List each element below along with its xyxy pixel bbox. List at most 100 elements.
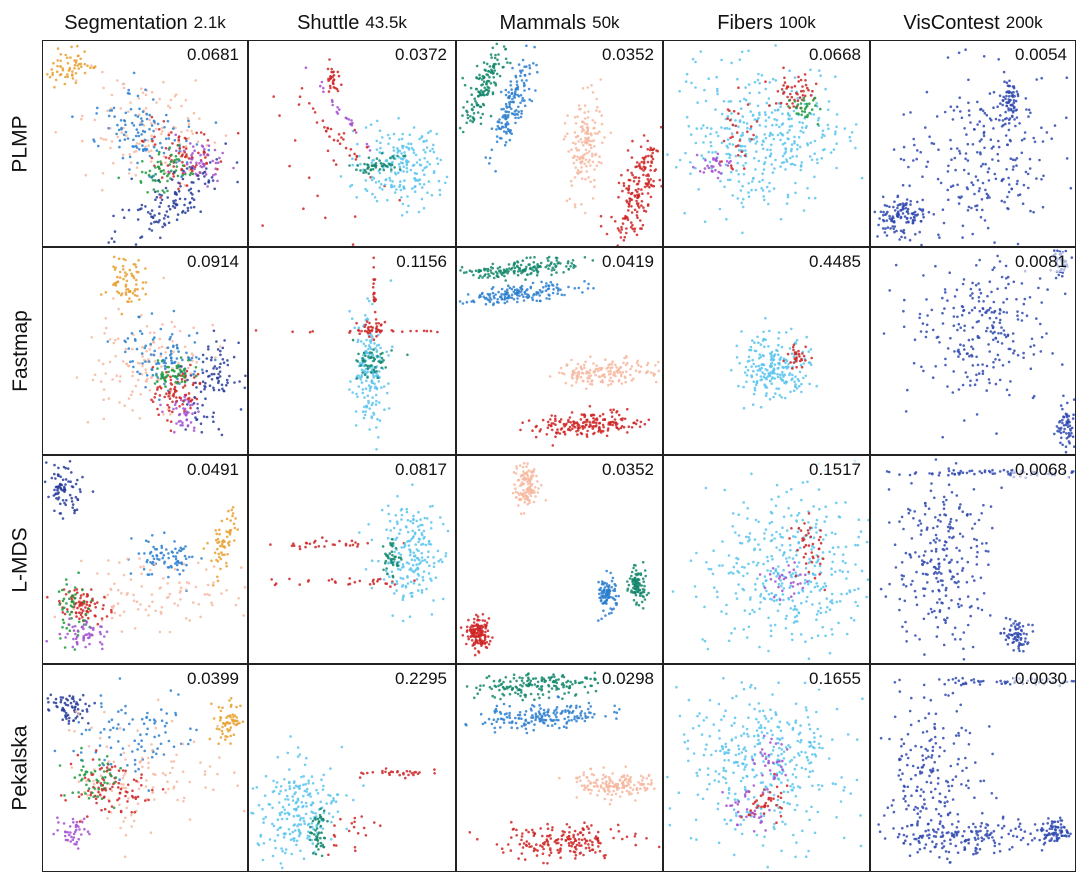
data-point bbox=[211, 603, 214, 607]
data-point bbox=[909, 216, 913, 220]
data-point bbox=[161, 410, 164, 414]
data-point bbox=[1022, 183, 1026, 187]
data-point bbox=[642, 160, 646, 164]
data-point bbox=[353, 215, 357, 218]
data-point bbox=[221, 545, 224, 548]
data-point bbox=[57, 491, 60, 494]
data-point bbox=[924, 126, 927, 129]
data-point bbox=[767, 116, 771, 119]
data-point bbox=[1061, 274, 1064, 278]
data-point bbox=[184, 147, 188, 150]
data-point bbox=[912, 137, 915, 141]
data-point bbox=[585, 170, 589, 173]
data-point bbox=[64, 53, 67, 57]
data-point bbox=[186, 206, 190, 210]
data-point bbox=[169, 98, 173, 102]
data-point bbox=[588, 420, 591, 424]
data-point bbox=[66, 61, 70, 65]
data-point bbox=[166, 189, 169, 193]
data-point bbox=[1022, 302, 1026, 306]
data-point bbox=[592, 432, 595, 436]
data-point bbox=[999, 318, 1002, 322]
data-point bbox=[221, 553, 224, 557]
data-point bbox=[626, 407, 629, 411]
data-point bbox=[705, 126, 709, 130]
data-point bbox=[973, 383, 977, 386]
data-point bbox=[535, 424, 538, 428]
data-point bbox=[591, 425, 594, 428]
data-point bbox=[356, 142, 359, 146]
data-point bbox=[619, 231, 622, 234]
data-point bbox=[805, 335, 808, 339]
data-point bbox=[746, 360, 750, 363]
data-point bbox=[576, 424, 580, 427]
data-point bbox=[141, 281, 145, 284]
data-point bbox=[650, 148, 654, 151]
data-point bbox=[205, 568, 208, 571]
data-point bbox=[579, 418, 583, 421]
data-point bbox=[624, 370, 628, 373]
data-point bbox=[888, 205, 891, 209]
data-point bbox=[746, 126, 749, 130]
data-point bbox=[403, 151, 406, 154]
data-point bbox=[1005, 81, 1009, 84]
data-point bbox=[575, 381, 578, 384]
data-point bbox=[368, 428, 371, 431]
data-point bbox=[626, 216, 629, 219]
data-point bbox=[632, 377, 635, 380]
data-point bbox=[769, 365, 773, 368]
data-point bbox=[593, 168, 596, 171]
data-point bbox=[510, 287, 514, 291]
data-point bbox=[125, 273, 129, 276]
data-point bbox=[755, 120, 759, 123]
data-point bbox=[187, 366, 190, 370]
data-point bbox=[513, 96, 517, 99]
data-point bbox=[219, 353, 222, 357]
data-point bbox=[198, 171, 201, 174]
data-point bbox=[601, 423, 605, 427]
data-point bbox=[358, 332, 361, 335]
data-point bbox=[167, 556, 170, 560]
data-point bbox=[1037, 286, 1040, 290]
data-point bbox=[957, 350, 961, 354]
data-point bbox=[599, 224, 603, 228]
data-point bbox=[615, 411, 618, 414]
data-point bbox=[995, 432, 998, 435]
data-point bbox=[563, 293, 566, 297]
data-point bbox=[222, 361, 226, 364]
data-point bbox=[747, 195, 751, 198]
data-point bbox=[167, 370, 170, 374]
data-point bbox=[349, 123, 352, 126]
data-point bbox=[369, 341, 372, 344]
data-point bbox=[127, 364, 130, 368]
data-point bbox=[795, 357, 798, 360]
data-point bbox=[1039, 350, 1043, 353]
data-point bbox=[1015, 298, 1018, 301]
data-point bbox=[132, 593, 135, 597]
data-point bbox=[525, 44, 528, 48]
data-point bbox=[189, 201, 192, 204]
data-point bbox=[96, 601, 99, 604]
data-point bbox=[170, 550, 174, 553]
data-point bbox=[978, 288, 981, 291]
data-point bbox=[364, 387, 368, 390]
data-point bbox=[956, 183, 959, 187]
data-point bbox=[512, 285, 516, 289]
data-point bbox=[380, 366, 383, 370]
data-point bbox=[136, 218, 140, 221]
data-point bbox=[136, 378, 140, 382]
data-point bbox=[738, 58, 742, 61]
data-point bbox=[177, 138, 181, 142]
data-point bbox=[1032, 210, 1035, 214]
data-point bbox=[108, 360, 112, 364]
data-point bbox=[84, 173, 88, 177]
data-point bbox=[963, 348, 966, 351]
data-point bbox=[797, 75, 800, 79]
data-point bbox=[175, 344, 179, 347]
data-point bbox=[480, 93, 483, 97]
data-point bbox=[770, 350, 774, 354]
data-point bbox=[155, 101, 158, 104]
data-point bbox=[860, 176, 864, 180]
data-point bbox=[367, 172, 371, 175]
data-point bbox=[179, 396, 182, 400]
